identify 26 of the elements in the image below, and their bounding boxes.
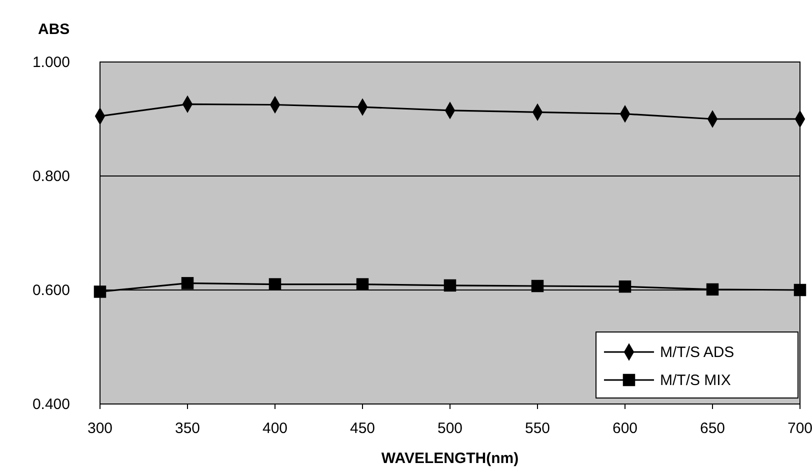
legend-label: M/T/S ADS — [660, 344, 734, 361]
point — [531, 280, 544, 292]
x-tick-label: 450 — [350, 420, 376, 437]
x-tick-label: 500 — [437, 420, 463, 437]
point — [618, 280, 632, 293]
y-tick-label: 0.400 — [32, 396, 70, 413]
legend-label: M/T/S MIX — [660, 372, 731, 389]
point — [356, 278, 369, 290]
x-tick-label: 300 — [87, 420, 113, 437]
x-tick-label: 650 — [700, 420, 726, 437]
x-tick-label: 350 — [174, 420, 200, 437]
y-tick-label: 1.000 — [32, 54, 70, 71]
y-axis-title: ABS — [38, 21, 70, 38]
point — [794, 284, 806, 296]
point — [706, 283, 719, 296]
point — [268, 278, 282, 290]
x-tick-label: 550 — [524, 420, 550, 437]
x-axis-title: WAVELENGTH(nm) — [381, 450, 519, 467]
point — [94, 286, 106, 298]
point — [444, 279, 456, 292]
point — [181, 277, 194, 290]
x-tick-label: 700 — [787, 420, 812, 437]
y-tick-label: 0.800 — [32, 168, 70, 185]
x-tick-label: 400 — [262, 420, 288, 437]
y-tick-label: 0.600 — [32, 282, 70, 299]
x-tick-label: 600 — [612, 420, 638, 437]
